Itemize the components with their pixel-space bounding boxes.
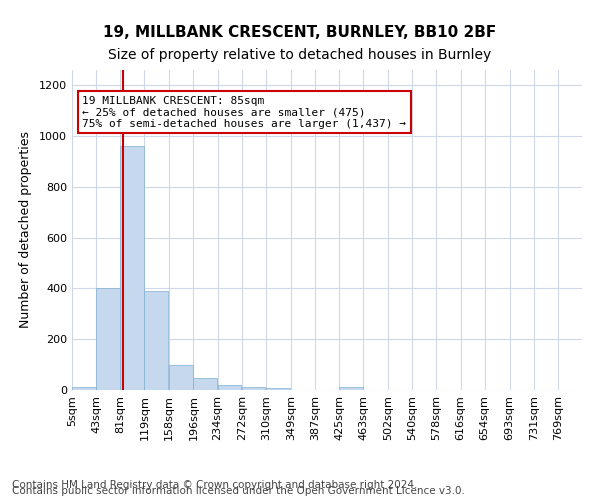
Bar: [339, 388, 363, 390]
Text: 19 MILLBANK CRESCENT: 85sqm
← 25% of detached houses are smaller (475)
75% of se: 19 MILLBANK CRESCENT: 85sqm ← 25% of det…: [82, 96, 406, 129]
Bar: [242, 386, 265, 390]
Bar: [193, 378, 217, 390]
Bar: [96, 288, 120, 390]
Bar: [218, 385, 241, 390]
Text: 19, MILLBANK CRESCENT, BURNLEY, BB10 2BF: 19, MILLBANK CRESCENT, BURNLEY, BB10 2BF: [103, 25, 497, 40]
Bar: [145, 291, 168, 390]
Text: Contains HM Land Registry data © Crown copyright and database right 2024.: Contains HM Land Registry data © Crown c…: [12, 480, 418, 490]
Bar: [169, 364, 193, 390]
Text: Contains public sector information licensed under the Open Government Licence v3: Contains public sector information licen…: [12, 486, 465, 496]
Bar: [266, 388, 290, 390]
Bar: [121, 146, 144, 390]
Y-axis label: Number of detached properties: Number of detached properties: [19, 132, 32, 328]
Text: Size of property relative to detached houses in Burnley: Size of property relative to detached ho…: [109, 48, 491, 62]
Bar: [72, 388, 95, 390]
